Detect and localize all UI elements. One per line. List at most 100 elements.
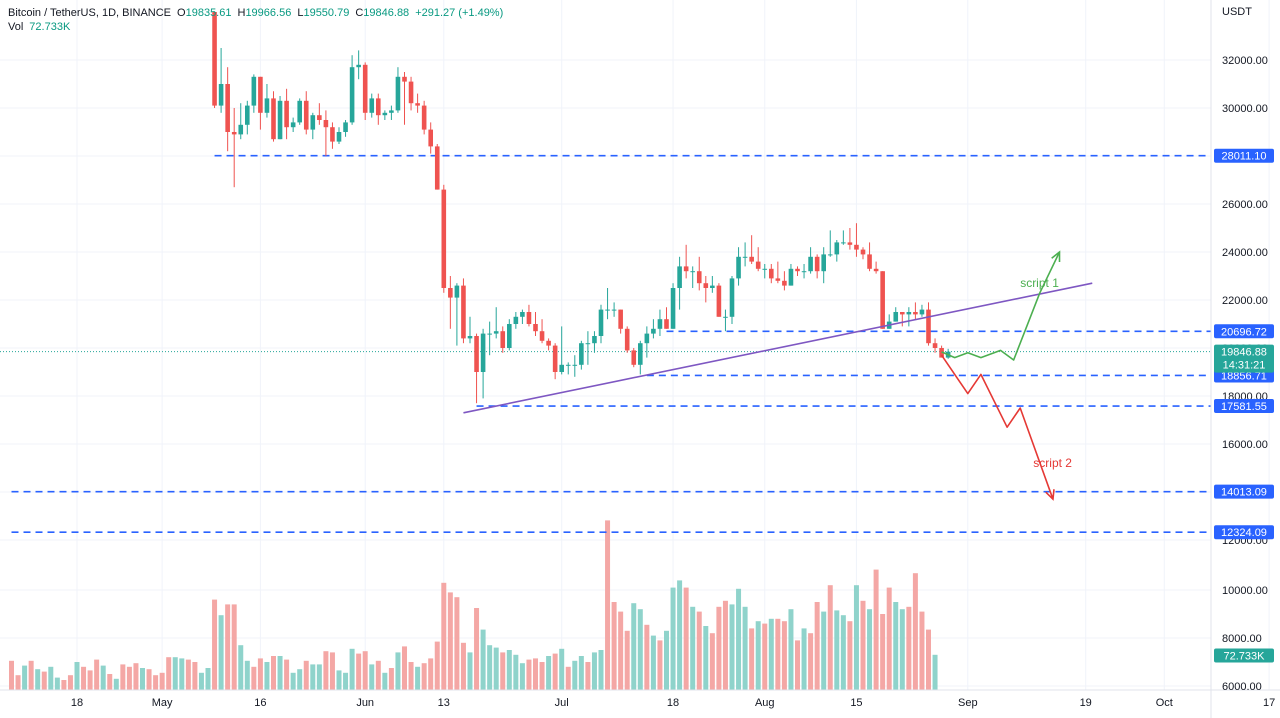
volume-bar — [87, 670, 93, 690]
volume-bar — [932, 654, 938, 690]
candle-body — [323, 120, 329, 128]
volume-bar — [808, 633, 814, 690]
level-price-tag-bg — [1214, 399, 1274, 414]
scenario-up-path — [941, 251, 1061, 361]
volume-bar — [41, 671, 47, 690]
volume-bar — [369, 664, 375, 690]
candle-body — [297, 100, 302, 123]
candle-body — [585, 343, 591, 345]
candle-body — [644, 333, 650, 344]
ohlc-row: Bitcoin / TetherUS, 1D, BINANCE O 19835.6… — [8, 6, 503, 20]
candle-body — [448, 288, 453, 298]
volume-bar — [926, 629, 931, 690]
candle-body — [559, 364, 564, 372]
candle-body — [284, 100, 289, 128]
volume-bar — [316, 664, 322, 690]
candle-body — [225, 84, 230, 132]
volume-bar — [506, 650, 512, 690]
candle-body — [821, 254, 826, 272]
price-tick-label: 16000.00 — [1222, 439, 1268, 451]
volume-bar — [690, 606, 696, 690]
level-price-tag: 14013.09 — [1214, 484, 1274, 499]
volume-row: Vol 72.733K — [8, 20, 503, 34]
time-tick-label: 13 — [438, 697, 450, 709]
candle-body — [533, 324, 538, 332]
candle-body — [356, 64, 361, 68]
candle-body — [343, 122, 348, 132]
volume-bar — [48, 666, 54, 690]
candle-body — [362, 64, 368, 113]
candle-body — [382, 112, 388, 116]
volume-bar — [618, 611, 624, 690]
level-price-tag-text: 12324.09 — [1221, 527, 1267, 539]
volume-bar — [814, 602, 820, 690]
candle-body — [526, 312, 532, 324]
price-tick-label: 6000.00 — [1222, 681, 1262, 693]
volume-bar — [212, 599, 218, 690]
volume-bar — [153, 675, 159, 690]
volume-bar — [578, 656, 584, 690]
volume-bar — [572, 660, 578, 690]
candle-body — [867, 254, 872, 269]
volume-bar — [421, 663, 427, 690]
volume-bar — [382, 672, 388, 690]
price-tick-label: 30000.00 — [1222, 103, 1268, 115]
level-price-tag-bg — [1214, 525, 1274, 540]
candle-body — [369, 98, 375, 113]
candle-body — [480, 333, 486, 372]
volume-bar — [408, 662, 414, 690]
volume-bar — [28, 660, 34, 690]
volume-bar — [670, 587, 676, 690]
volume-bar — [395, 652, 401, 690]
horizontal-levels[interactable] — [0, 154, 1211, 534]
volume-bar — [198, 672, 204, 690]
volume-value: 72.733K — [29, 21, 71, 33]
volume-bar — [533, 658, 538, 690]
candle-body — [795, 268, 800, 272]
volume-bar — [500, 652, 506, 690]
volume-bar — [323, 651, 329, 690]
volume-bar — [683, 587, 689, 690]
volume-bar — [487, 645, 493, 690]
time-tick-label: 17 — [1263, 697, 1275, 709]
volume-bar — [231, 604, 237, 690]
volume-bar — [343, 672, 349, 690]
volume-bar — [559, 648, 565, 690]
time-tick-label: Jun — [356, 697, 374, 709]
candle-body — [939, 348, 944, 358]
volume-bar — [375, 660, 381, 690]
volume-bar — [722, 600, 728, 690]
candlesticks — [212, 12, 951, 404]
volume-bar — [880, 614, 886, 690]
volume-bar — [434, 641, 440, 690]
volume-bar — [801, 628, 807, 690]
volume-bar — [192, 662, 198, 690]
candle-body — [454, 285, 460, 298]
scenario-up-label: script 1 — [1020, 276, 1059, 290]
volume-bar — [205, 668, 211, 690]
symbol-label[interactable]: Bitcoin / TetherUS, 1D, BINANCE — [8, 7, 172, 19]
volume-bar — [624, 630, 630, 690]
candle-body — [402, 76, 407, 82]
volume-bar — [886, 587, 892, 690]
level-price-tag-text: 20696.72 — [1221, 326, 1267, 338]
candle-body — [880, 271, 885, 329]
candle-body — [926, 309, 931, 344]
volume-tag-bg — [1214, 648, 1274, 663]
volume-bar — [218, 615, 224, 690]
volume-bar — [415, 666, 421, 690]
volume-bar — [821, 611, 827, 690]
candle-body — [657, 319, 663, 329]
candle-body — [749, 256, 754, 262]
volume-bar — [919, 611, 925, 690]
volume-bar — [552, 653, 558, 690]
candle-body — [277, 100, 283, 140]
candle-body — [592, 336, 597, 344]
time-tick-label: 16 — [254, 697, 266, 709]
drawings-layer[interactable]: script 1 script 2 — [463, 250, 1093, 501]
candle-body — [775, 278, 781, 281]
candle-body — [500, 331, 506, 348]
candle-body — [847, 242, 853, 245]
volume-bar — [912, 573, 918, 690]
